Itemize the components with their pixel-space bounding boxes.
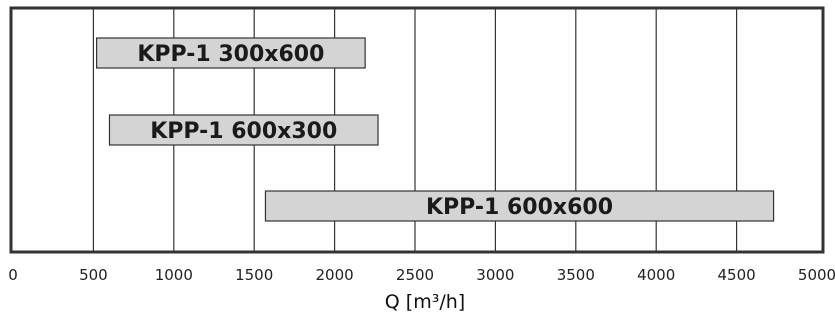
x-tick-label: 0 — [8, 266, 18, 284]
bar-label: KPP-1 600x300 — [150, 119, 337, 144]
x-tick-label: 1000 — [155, 266, 193, 284]
x-tick-label: 4500 — [718, 266, 756, 284]
x-tick-label: 3000 — [476, 266, 514, 284]
bar — [264, 190, 775, 222]
bar — [96, 37, 366, 69]
bar-label: KPP-1 300x600 — [137, 42, 324, 67]
x-tick-labels: 0 500 1000 1500 2000 2500 3000 3500 4000 4500 5000 — [8, 266, 835, 284]
x-tick-label: 2000 — [316, 266, 354, 284]
x-tick-label: 3500 — [557, 266, 595, 284]
x-tick-label: 500 — [79, 266, 108, 284]
bar-label: KPP-1 600x600 — [426, 195, 613, 220]
x-tick-label: 2500 — [396, 266, 434, 284]
x-axis-label: Q [m³/h] — [385, 291, 465, 313]
x-tick-label: 4000 — [637, 266, 675, 284]
x-tick-label: 1500 — [235, 266, 273, 284]
bar — [108, 114, 379, 146]
x-tick-label: 5000 — [798, 266, 835, 284]
bars: KPP-1 300x600 KPP-1 600x300 KPP-1 600x600 — [96, 37, 775, 222]
plot-frame — [9, 6, 825, 254]
